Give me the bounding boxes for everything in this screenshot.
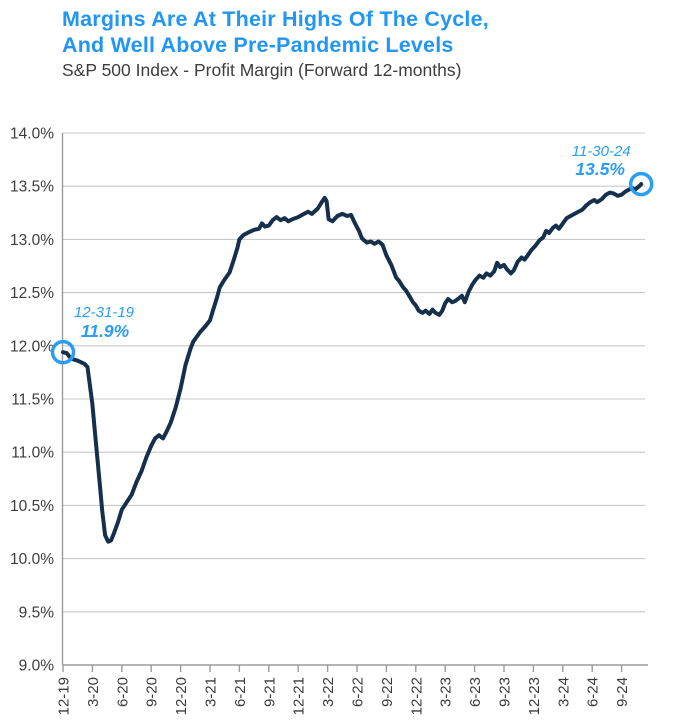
- y-tick-label: 12.5%: [10, 285, 54, 302]
- y-tick-label: 9.5%: [19, 604, 55, 621]
- x-tick-label: 3-21: [203, 677, 220, 707]
- x-tick-label: 9-20: [144, 677, 161, 707]
- x-tick-label: 3-23: [438, 677, 455, 707]
- data-point-marker-circle: [628, 171, 654, 197]
- annotation-value-label: 13.5%: [575, 159, 625, 179]
- x-tick-label: 3-22: [320, 677, 337, 707]
- annotation-value-label: 11.9%: [81, 321, 130, 341]
- y-tick-label: 11.5%: [11, 392, 54, 409]
- page-title-line2: And Well Above Pre-Pandemic Levels: [62, 33, 454, 57]
- y-tick-label: 13.5%: [10, 179, 54, 196]
- y-tick-label: 10.5%: [10, 498, 54, 515]
- y-tick-label: 11.0%: [11, 445, 54, 462]
- y-tick-label: 9.0%: [19, 658, 55, 675]
- y-tick-label: 10.0%: [10, 551, 54, 568]
- y-tick-label: 14.0%: [10, 126, 54, 143]
- x-tick-label: 6-22: [350, 677, 367, 707]
- x-tick-label: 3-20: [85, 677, 102, 707]
- x-tick-label: 6-21: [232, 677, 249, 707]
- x-tick-label: 9-21: [261, 677, 278, 707]
- x-tick-label: 9-22: [379, 677, 396, 707]
- x-tick-label: 12-21: [291, 677, 308, 715]
- x-tick-label: 12-22: [408, 677, 425, 715]
- annotation-date-label: 11-30-24: [572, 143, 631, 160]
- page-title: Margins Are At Their Highs Of The Cycle,…: [62, 6, 489, 58]
- x-tick-label: 12-20: [173, 677, 190, 715]
- y-tick-label: 13.0%: [10, 232, 54, 249]
- x-tick-label: 12-19: [56, 677, 73, 715]
- x-tick-label: 6-20: [114, 677, 131, 707]
- data-point-marker-circle: [50, 339, 76, 365]
- y-tick-label: 12.0%: [10, 338, 54, 355]
- x-tick-label: 3-24: [555, 677, 572, 707]
- x-tick-label: 6-24: [585, 677, 602, 707]
- x-tick-label: 9-24: [614, 677, 631, 707]
- page-subtitle: S&P 500 Index - Profit Margin (Forward 1…: [62, 60, 462, 80]
- x-tick-label: 12-23: [526, 677, 543, 715]
- page-title-line1: Margins Are At Their Highs Of The Cycle,: [62, 7, 489, 31]
- x-tick-label: 9-23: [497, 677, 514, 707]
- x-tick-label: 6-23: [467, 677, 484, 707]
- annotation-date-label: 12-31-19: [74, 304, 135, 321]
- profit-margin-series-line: [61, 182, 644, 544]
